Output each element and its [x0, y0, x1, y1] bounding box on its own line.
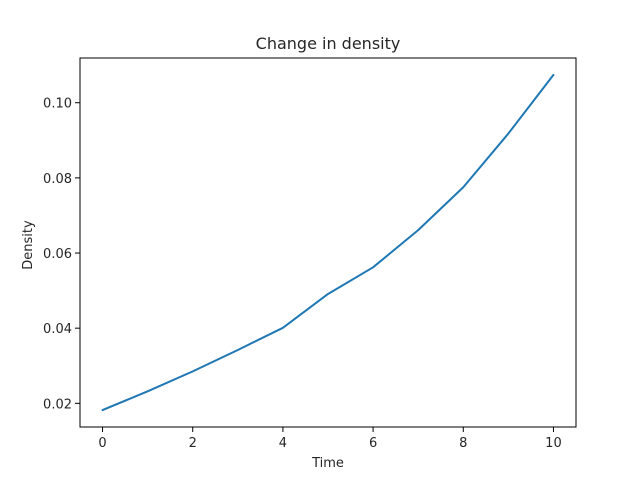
x-tick-label: 2 — [189, 436, 197, 451]
series-group — [101, 73, 555, 412]
x-axis: 0 2 4 6 8 10 — [98, 427, 562, 451]
y-axis: 0.02 0.04 0.06 0.08 0.10 — [43, 97, 80, 412]
y-tick-label: 0.02 — [43, 397, 72, 412]
y-tick-label: 0.08 — [43, 172, 72, 187]
x-tick-label: 0 — [98, 436, 106, 451]
chart-title: Change in density — [256, 34, 401, 53]
y-axis-label: Density — [21, 220, 36, 270]
y-tick-label: 0.04 — [43, 322, 72, 337]
y-tick-label: 0.06 — [43, 247, 72, 262]
x-tick-label: 6 — [369, 436, 377, 451]
x-tick-label: 10 — [545, 436, 562, 451]
x-tick-label: 8 — [459, 436, 467, 451]
density-series-line — [101, 73, 555, 412]
plot-area-frame — [79, 57, 577, 428]
x-tick-label: 4 — [279, 436, 287, 451]
y-tick-label: 0.10 — [43, 97, 72, 112]
x-axis-label: Time — [311, 456, 344, 471]
